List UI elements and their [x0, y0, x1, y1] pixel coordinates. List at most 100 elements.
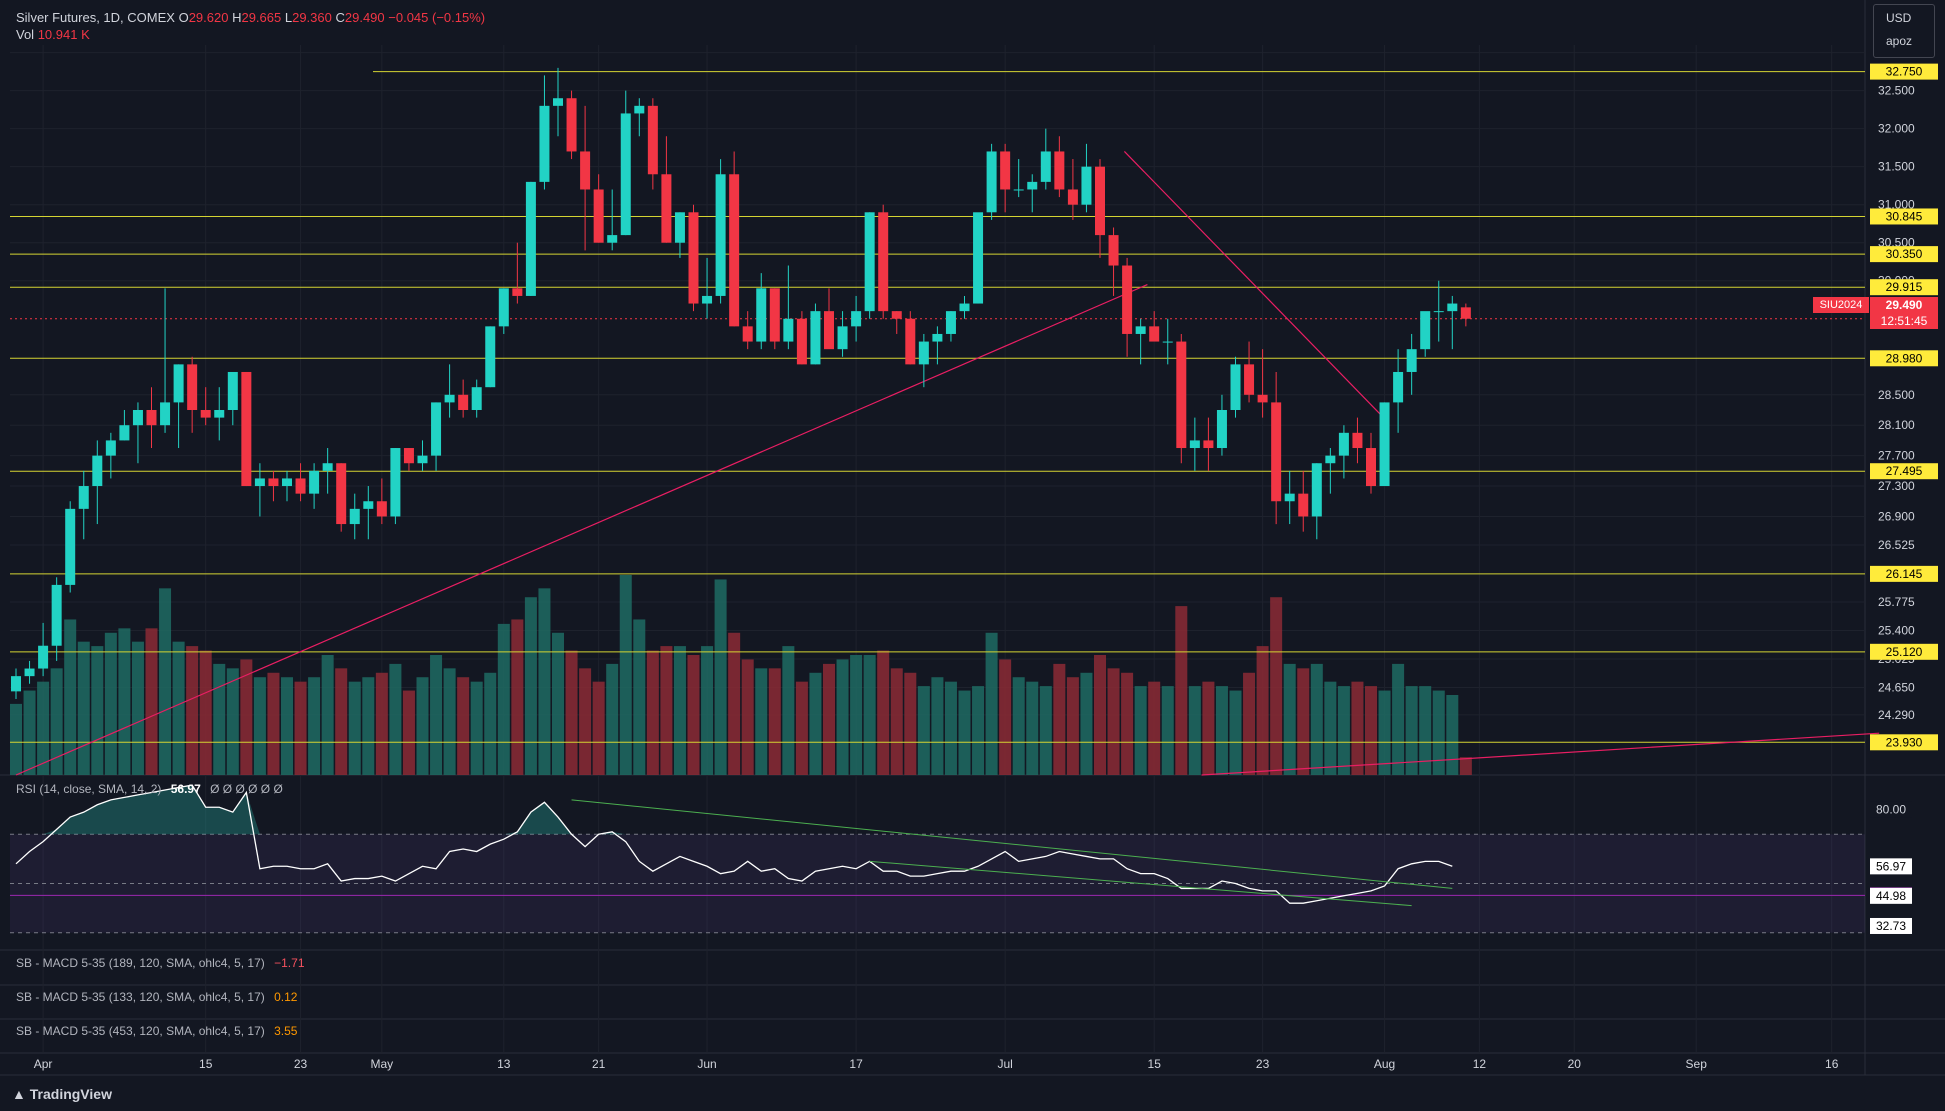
date-axis-label: Sep [1686, 1057, 1708, 1071]
date-axis-label: 17 [849, 1057, 863, 1071]
candle-body [580, 151, 591, 190]
volume-bar [606, 663, 619, 775]
macd-legend-2[interactable]: SB - MACD 5-35 (133, 120, SMA, ohlc4, 5,… [16, 990, 297, 1004]
macd-label: SB - MACD 5-35 (453, 120, SMA, ohlc4, 5,… [16, 1024, 265, 1038]
date-axis-label: May [371, 1057, 394, 1071]
tradingview-logo[interactable]: ▲ TradingView [12, 1086, 112, 1102]
volume-bar [1094, 655, 1106, 775]
candle-body [1257, 394, 1268, 403]
candle-body [268, 478, 279, 487]
volume-bar [1297, 668, 1310, 775]
candle-body [1135, 326, 1146, 334]
candle-body [1244, 364, 1255, 395]
change-value: −0.045 (−0.15%) [388, 10, 486, 25]
rsi-axis-tag [1870, 917, 1912, 934]
downtrend-line [1123, 151, 1388, 422]
volume-bar [714, 579, 727, 775]
volume-bar [795, 681, 808, 775]
candle-body [986, 151, 997, 213]
level-tag [1870, 246, 1938, 263]
rsi-label: RSI (14, close, SMA, 14, 2) [16, 782, 162, 796]
volume-bar [484, 672, 497, 775]
level-tag-text: 23.930 [1886, 735, 1923, 749]
currency-label[interactable]: USD [1886, 11, 1912, 25]
volume-bar [281, 677, 293, 775]
macd-legend-1[interactable]: SB - MACD 5-35 (189, 120, SMA, ohlc4, 5,… [16, 956, 305, 970]
candle-body [119, 425, 130, 441]
price-axis-label: 27.300 [1878, 479, 1915, 493]
candle-body [783, 318, 794, 342]
rsi-trend-line [571, 799, 1453, 889]
volume-bar [1378, 690, 1391, 775]
rsi-axis-tag [1870, 887, 1912, 904]
candle-body [959, 303, 970, 312]
rsi-value: 56.97 [170, 782, 201, 796]
volume-bar [1215, 686, 1228, 775]
volume-bar [389, 663, 402, 775]
candle-body [1122, 265, 1133, 334]
uptrend-line [15, 283, 1148, 776]
candle-body [417, 455, 428, 464]
candle-body [769, 288, 780, 342]
rsi-legend[interactable]: RSI (14, close, SMA, 14, 2) 56.97 Ø Ø Ø … [16, 782, 283, 796]
candle-body [945, 311, 956, 334]
date-axis-label: 12 [1473, 1057, 1487, 1071]
open-value: 29.620 [188, 10, 229, 25]
volume-bar [402, 690, 415, 775]
candle-body [105, 440, 116, 456]
rsi-line [15, 784, 1453, 904]
level-tag [1870, 734, 1938, 751]
volume-bar [457, 677, 470, 775]
close-label: C [335, 10, 345, 25]
level-tag-text: 25.120 [1886, 645, 1923, 659]
macd-legend-3[interactable]: SB - MACD 5-35 (453, 120, SMA, ohlc4, 5,… [16, 1024, 297, 1038]
volume-bar [592, 681, 605, 775]
candle-body [173, 364, 184, 403]
candle-body [471, 387, 482, 410]
volume-bar [1419, 686, 1432, 775]
candle-body [1054, 151, 1065, 190]
candle-body [1298, 493, 1309, 517]
volume-bar [1026, 681, 1039, 775]
volume-bar [416, 677, 429, 775]
volume-bar [741, 659, 754, 775]
volume-bar [1365, 686, 1377, 775]
candle-body [647, 105, 658, 175]
candle-body [742, 326, 753, 342]
candle-body [1271, 402, 1282, 502]
countdown: 12:51:45 [1880, 314, 1928, 328]
candle-body [282, 478, 292, 487]
level-tag-text: 29.915 [1886, 280, 1923, 294]
volume-bar [1405, 686, 1418, 775]
candle-body [1027, 181, 1038, 190]
volume-bar [552, 632, 564, 775]
volume-bar [253, 677, 266, 775]
volume-bar [1039, 686, 1052, 775]
last-price-tag: 29.490 12:51:45 [1870, 297, 1938, 329]
user-label[interactable]: apoz [1886, 34, 1913, 48]
volume-bar [362, 677, 375, 775]
currency-selector[interactable]: USD apoz [1873, 4, 1935, 58]
volume-bar [782, 646, 795, 775]
close-value: 29.490 [344, 10, 385, 25]
candle-body [444, 394, 455, 403]
candle-body [796, 318, 807, 365]
level-tag [1870, 350, 1938, 367]
macd-value: 0.12 [274, 990, 298, 1004]
volume-bar [687, 655, 700, 775]
level-tag [1870, 565, 1938, 582]
volume-bar [511, 619, 524, 775]
volume-bar [728, 632, 741, 775]
candle-body [1338, 432, 1349, 456]
volume-bar [768, 668, 781, 775]
volume-bar [1053, 663, 1066, 775]
price-axis-label: 27.700 [1878, 449, 1915, 463]
volume-bar [335, 668, 348, 775]
volume-bar [1012, 677, 1025, 775]
volume-bar [646, 650, 659, 775]
symbol-title[interactable]: Silver Futures, 1D, COMEX [16, 10, 175, 25]
candle-body [756, 288, 767, 342]
price-axis-label: 32.000 [1878, 122, 1915, 136]
candle-body [539, 105, 550, 182]
